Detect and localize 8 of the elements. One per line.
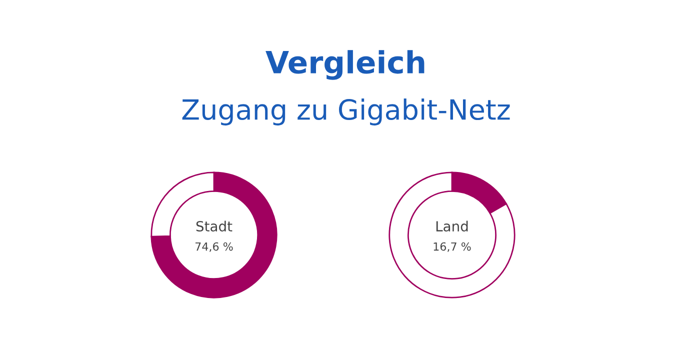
data-label: 16,7 % [434, 242, 471, 252]
slice-label: Stadt [196, 220, 232, 232]
slice-label: Land [436, 220, 468, 232]
donut-slice [150, 172, 278, 298]
text: Zugang zu Gigabit-Netz [182, 98, 510, 126]
text: Vergleich [266, 50, 424, 80]
donut-slice [388, 172, 516, 298]
data-label: 74,6 % [195, 242, 233, 252]
